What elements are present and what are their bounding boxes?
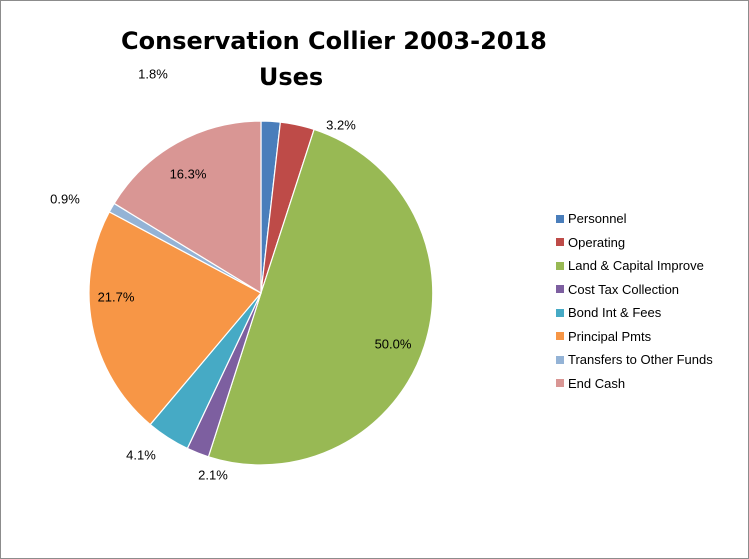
- pie-slice-end-cash: [113, 120, 262, 295]
- legend-label: Personnel: [568, 211, 627, 227]
- legend-swatch: [556, 214, 564, 223]
- data-label-operating: 3.2%: [326, 117, 356, 132]
- legend-swatch: [556, 332, 564, 341]
- legend-item-operating: Operating: [556, 231, 713, 255]
- legend-item-transfers-to-other-funds: Transfers to Other Funds: [556, 348, 713, 372]
- data-label-end-cash: 16.3%: [170, 166, 207, 181]
- legend-swatch: [556, 285, 564, 294]
- data-label-bond-int-fees: 4.1%: [126, 447, 156, 462]
- data-label-transfers-to-other-funds: 0.9%: [50, 191, 80, 206]
- legend-label: Transfers to Other Funds: [568, 352, 713, 368]
- legend-swatch: [556, 261, 564, 270]
- legend-swatch: [556, 355, 564, 364]
- legend-label: Land & Capital Improve: [568, 258, 704, 274]
- pie-slice-land-capital-improve: [207, 128, 434, 466]
- legend-label: End Cash: [568, 375, 626, 391]
- pie-slice-principal-pmts: [88, 211, 262, 426]
- legend-item-end-cash: End Cash: [556, 372, 713, 396]
- legend-item-bond-int-fees: Bond Int & Fees: [556, 301, 713, 325]
- legend: Personnel Operating Land & Capital Improve…: [556, 207, 713, 395]
- legend-item-personnel: Personnel: [556, 207, 713, 231]
- legend-item-principal-pmts: Principal Pmts: [556, 325, 713, 349]
- chart-title-line-2: Uses: [258, 63, 324, 91]
- data-label-cost-tax-collection: 2.1%: [198, 467, 228, 482]
- legend-swatch: [556, 308, 564, 317]
- legend-label: Operating: [568, 234, 626, 250]
- legend-label: Principal Pmts: [568, 328, 652, 344]
- data-label-personnel: 1.8%: [138, 66, 168, 81]
- data-label-land-capital-improve: 50.0%: [375, 336, 412, 351]
- legend-label: Bond Int & Fees: [568, 305, 662, 321]
- legend-swatch: [556, 238, 564, 247]
- data-label-principal-pmts: 21.7%: [98, 289, 135, 304]
- legend-item-land-capital-improve: Land & Capital Improve: [556, 254, 713, 278]
- legend-swatch: [556, 379, 564, 388]
- legend-label: Cost Tax Collection: [568, 281, 680, 297]
- legend-item-cost-tax-collection: Cost Tax Collection: [556, 278, 713, 302]
